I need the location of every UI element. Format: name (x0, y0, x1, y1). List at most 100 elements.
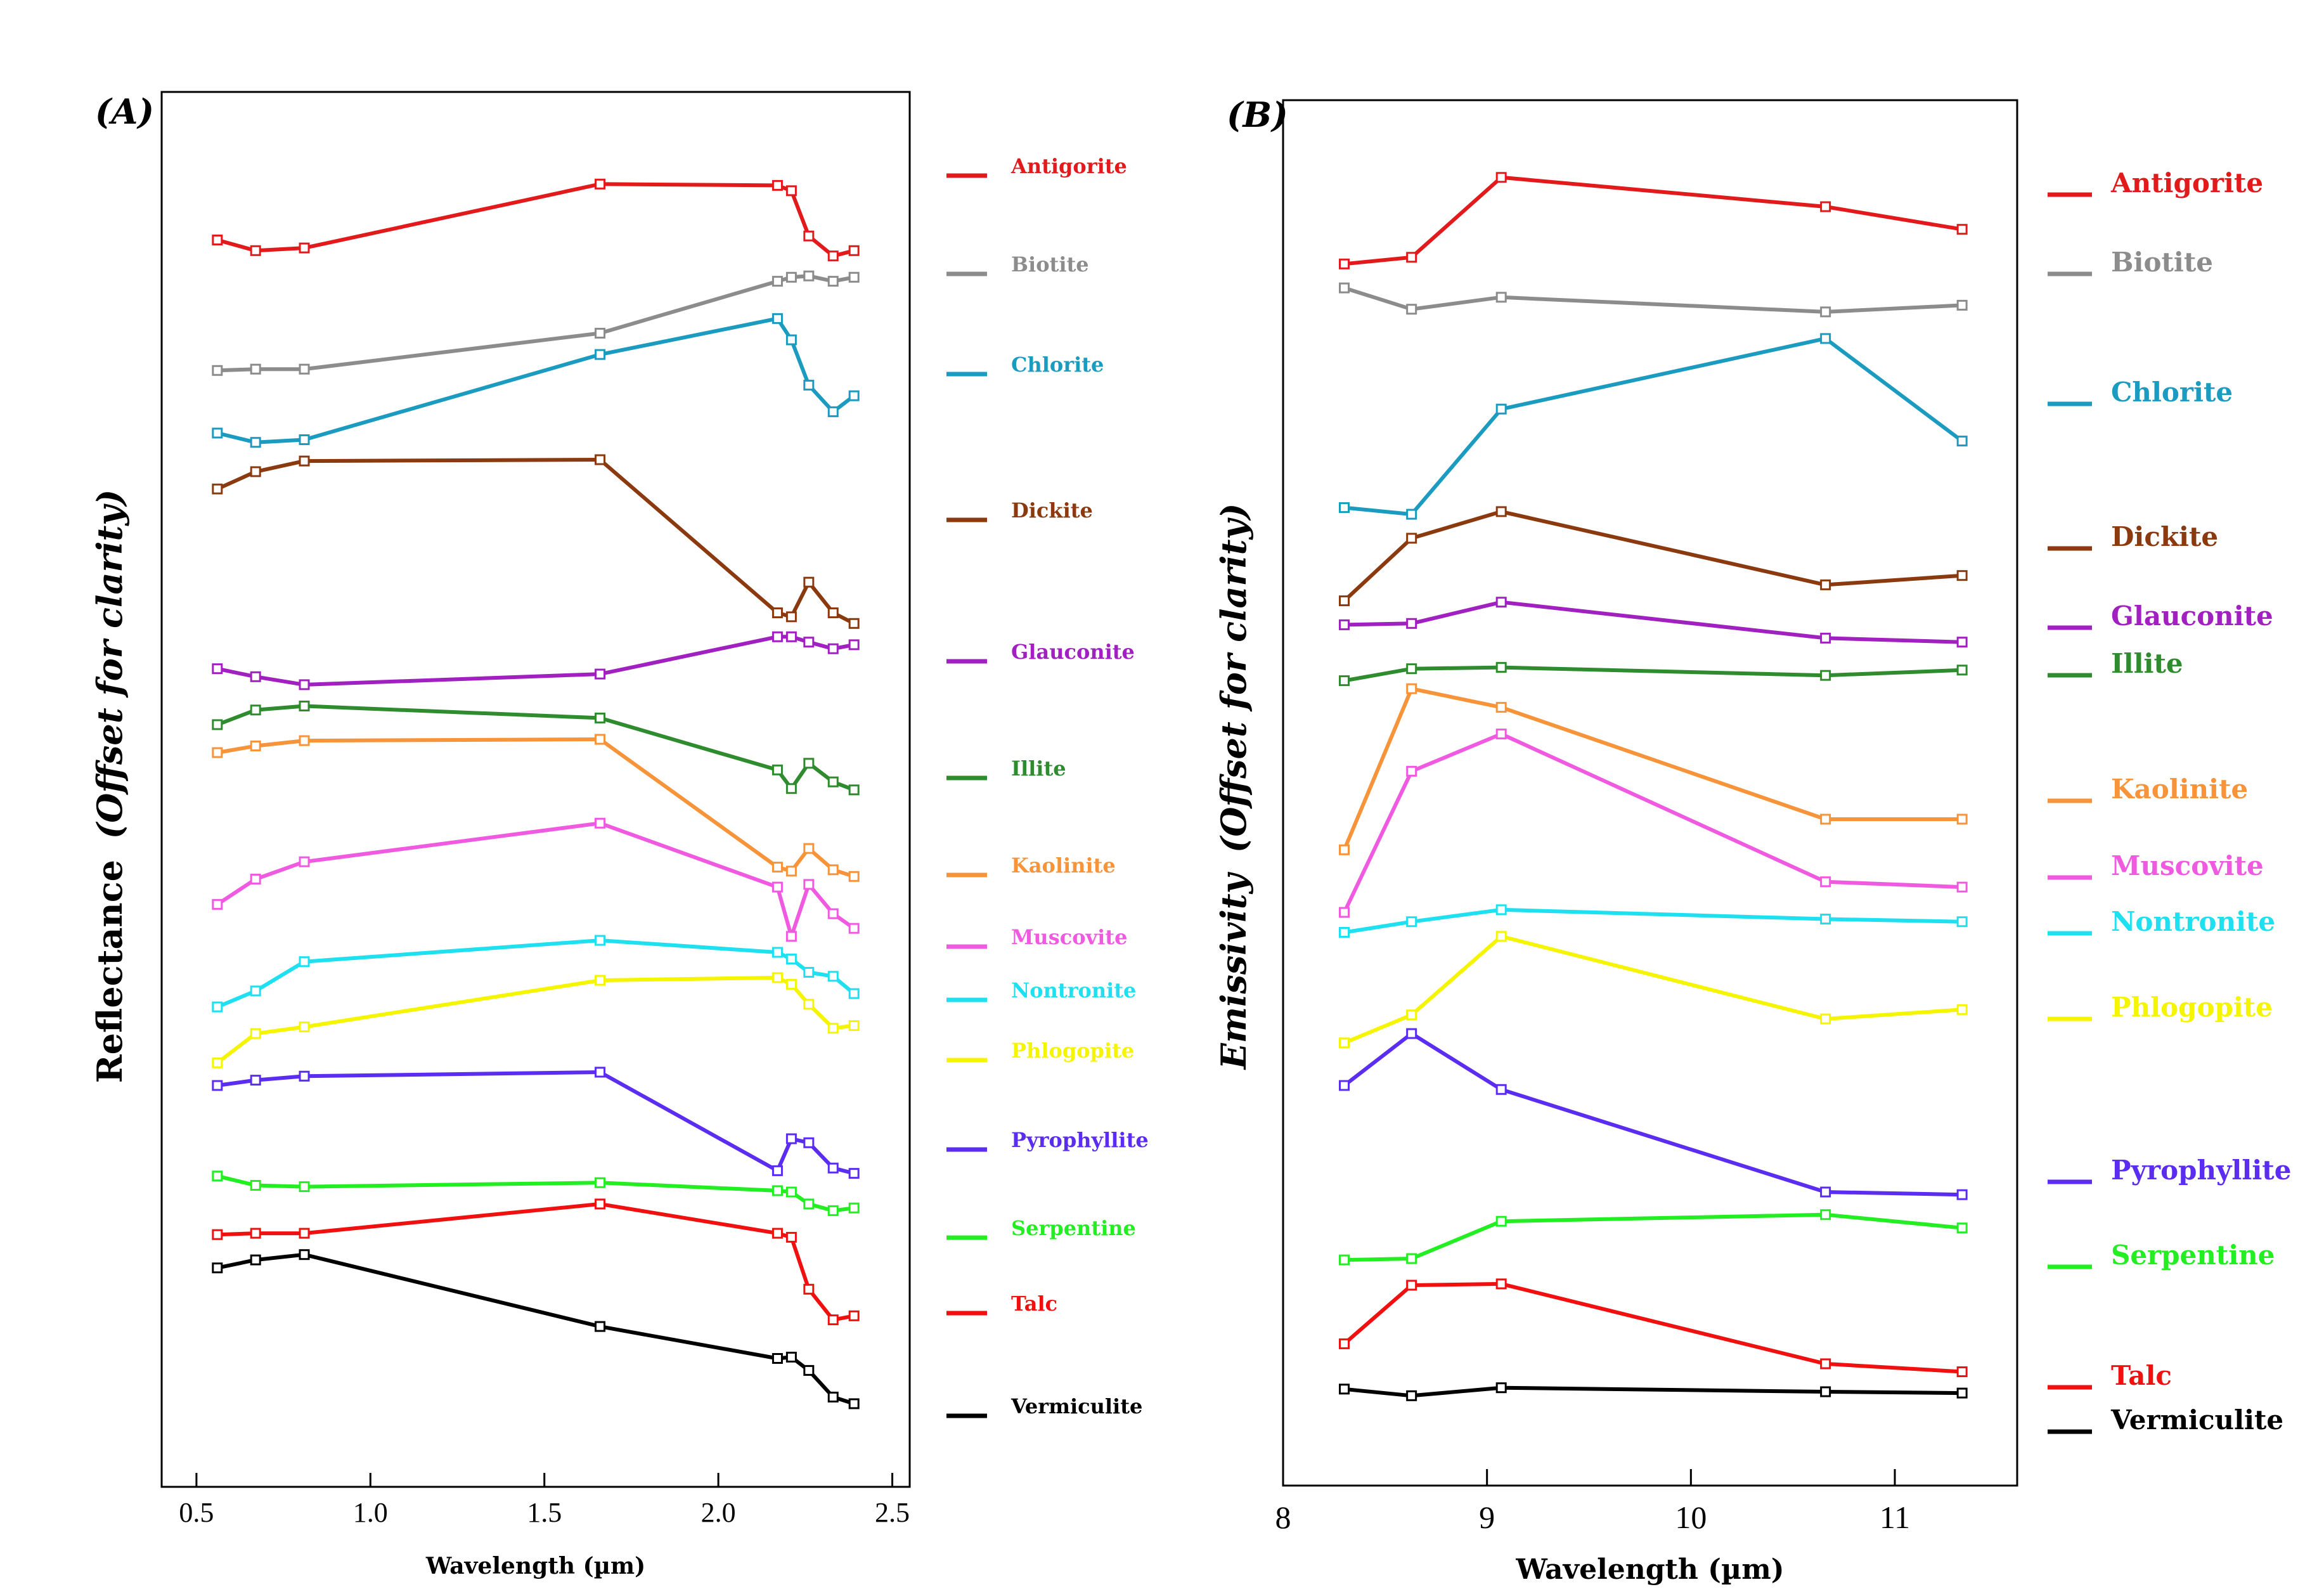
panel-a-x-tick-label: 2.0 (701, 1497, 736, 1528)
panel-b-point-muscovite (1956, 881, 1968, 893)
panel-a-legend-label-dickite: Dickite (1011, 498, 1093, 522)
panel-a-legend: Antigorite Biotite Chlorite Dickite Glauconi… (946, 154, 1149, 1418)
panel-a-point-antigorite (595, 178, 606, 190)
panel-b-point-glauconite (1820, 632, 1831, 644)
panel-b-point-chlorite (1820, 333, 1831, 344)
panel-a-x-axis: 0.5 1.0 1.5 2.0 2.5 (179, 1473, 910, 1528)
panel-a-point-serpentine (299, 1181, 310, 1193)
panel-b-point-kaolinite (1956, 813, 1968, 825)
panel-a-point-muscovite (595, 817, 606, 829)
panel-b-point-kaolinite (1406, 683, 1417, 694)
panel-a-point-biotite (827, 276, 839, 287)
panel-b-x-tick-label: 8 (1275, 1500, 1291, 1535)
panel-a-point-antigorite (803, 230, 815, 242)
panel-a-point-talc (250, 1228, 261, 1239)
panel-b-series (1339, 172, 1968, 1401)
panel-b-point-antigorite (1406, 252, 1417, 263)
panel-b-point-biotite (1406, 304, 1417, 315)
panel-b-point-serpentine (1339, 1254, 1350, 1266)
panel-b-point-muscovite (1495, 729, 1507, 740)
panel-a-point-illite (595, 712, 606, 723)
panel-a-point-nontronite (848, 988, 860, 999)
panel-b-point-talc (1406, 1280, 1417, 1291)
panel-a-point-glauconite (771, 631, 783, 642)
panel-b-point-pyrophyllite (1495, 1084, 1507, 1095)
panel-a-point-chlorite (827, 406, 839, 417)
panel-b-point-chlorite (1956, 436, 1968, 447)
panel-a-point-muscovite (299, 856, 310, 867)
panel-a-legend-label-talc: Talc (1011, 1292, 1057, 1316)
panel-a-point-antigorite (212, 235, 223, 245)
panel-a-point-talc (827, 1314, 839, 1326)
panel-a-point-dickite (827, 607, 839, 618)
panel-b-point-nontronite (1956, 916, 1968, 928)
panel-a-point-vermiculite (827, 1391, 839, 1403)
panel-a-point-chlorite (785, 334, 797, 346)
panel-a-point-serpentine (848, 1202, 860, 1214)
panel-a-point-biotite (848, 271, 860, 283)
panel-a-point-chlorite (250, 437, 261, 448)
panel-a-point-biotite (299, 363, 310, 375)
panel-a-point-illite (827, 776, 839, 787)
panel-b-point-talc (1339, 1338, 1350, 1349)
panel-b-point-serpentine (1406, 1253, 1417, 1264)
panel-b-legend-label-glauconite: Glauconite (2111, 600, 2273, 632)
panel-b-point-kaolinite (1820, 813, 1831, 825)
panel-a-point-glauconite (250, 671, 261, 682)
panel-a-point-antigorite (771, 179, 783, 191)
panel-a-point-dickite (785, 611, 797, 623)
panel-b-point-phlogopite (1956, 1004, 1968, 1015)
panel-a-point-muscovite (803, 879, 815, 890)
panel-a-point-vermiculite (595, 1321, 606, 1332)
panel-a-point-kaolinite (595, 734, 606, 745)
panel-a-point-muscovite (771, 881, 783, 893)
panel-b-point-muscovite (1406, 765, 1417, 777)
panel-a-point-chlorite (848, 390, 860, 401)
panel-a-point-biotite (803, 270, 815, 282)
panel-a-point-phlogopite (250, 1028, 261, 1039)
panel-a-point-muscovite (848, 923, 860, 934)
panel-a-legend-label-kaolinite: Kaolinite (1011, 853, 1116, 878)
panel-a-point-talc (785, 1231, 797, 1243)
panel-a-legend-label-chlorite: Chlorite (1011, 353, 1104, 377)
panel-a-point-biotite (250, 363, 261, 375)
panel-a-point-pyrophyllite (299, 1070, 310, 1082)
panel-a-y-title-main: Reflectance (89, 860, 130, 1083)
panel-b-point-vermiculite (1956, 1387, 1968, 1399)
panel-a-point-pyrophyllite (785, 1133, 797, 1144)
panel-a-point-phlogopite (785, 978, 797, 990)
panel-b-point-chlorite (1495, 403, 1507, 415)
panel-a-legend-label-illite: Illite (1011, 756, 1066, 781)
panel-b-point-illite (1820, 670, 1831, 681)
panel-a-point-muscovite (827, 908, 839, 919)
panel-b-x-axis: 8 9 10 11 (1275, 1469, 1910, 1535)
panel-a-point-glauconite (827, 643, 839, 654)
panel-a-legend-label-phlogopite: Phlogopite (1011, 1039, 1134, 1063)
panel-b-point-nontronite (1495, 904, 1507, 916)
panel-a-point-nontronite (803, 967, 815, 978)
panel-b-legend-label-nontronite: Nontronite (2111, 906, 2275, 937)
panel-a-point-chlorite (771, 313, 783, 324)
panel-b-point-dickite (1956, 570, 1968, 581)
panel-a-point-talc (212, 1229, 223, 1240)
panel-a-point-nontronite (212, 1001, 223, 1013)
panel-a-point-phlogopite (803, 999, 815, 1010)
panel-a-legend-label-glauconite: Glauconite (1011, 640, 1135, 664)
panel-a-point-dickite (848, 618, 860, 629)
panel-b-point-vermiculite (1339, 1383, 1350, 1395)
panel-a-point-serpentine (827, 1205, 839, 1216)
panel-b-point-illite (1956, 664, 1968, 676)
panel-a-point-pyrophyllite (212, 1080, 223, 1091)
panel-b-x-tick-label: 11 (1880, 1500, 1910, 1535)
panel-a-point-kaolinite (771, 862, 783, 873)
panel-a-x-tick-label: 2.5 (875, 1497, 910, 1528)
panel-b-legend-label-chlorite: Chlorite (2111, 377, 2233, 408)
panel-a-x-tick-label: 1.0 (353, 1497, 388, 1528)
panel-a-point-chlorite (299, 434, 310, 445)
panel-a-point-dickite (212, 483, 223, 495)
panel-a-point-illite (771, 764, 783, 775)
panel-a-frame (160, 91, 911, 1488)
panel-a-point-kaolinite (299, 735, 310, 746)
panel-a-point-phlogopite (299, 1021, 310, 1033)
